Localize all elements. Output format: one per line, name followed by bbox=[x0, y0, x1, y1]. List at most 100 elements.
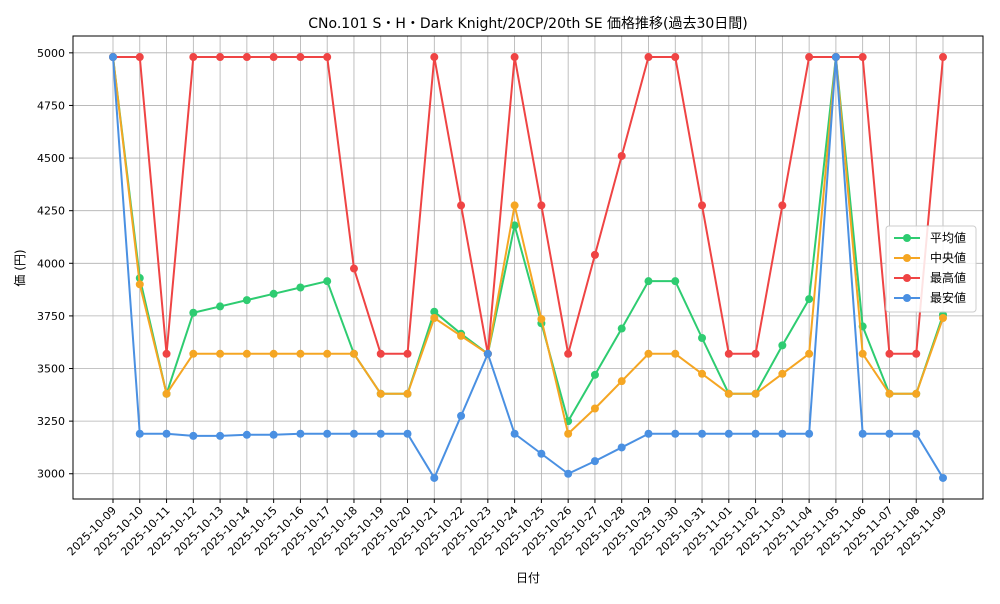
data-point bbox=[296, 283, 305, 292]
data-point bbox=[537, 449, 546, 458]
data-point bbox=[644, 349, 653, 358]
data-point bbox=[135, 280, 144, 289]
data-point bbox=[323, 349, 332, 358]
data-point bbox=[939, 473, 947, 482]
data-point bbox=[510, 53, 519, 62]
data-point bbox=[296, 349, 305, 358]
data-point bbox=[805, 429, 814, 438]
data-point bbox=[778, 369, 787, 378]
data-point bbox=[590, 250, 599, 259]
y-tick-label: 4750 bbox=[37, 99, 65, 112]
data-point bbox=[885, 349, 894, 358]
chart-title: CNo.101 S・H・Dark Knight/20CP/20th SE 価格推… bbox=[308, 16, 747, 32]
y-tick-label: 3000 bbox=[37, 468, 65, 481]
data-point bbox=[671, 349, 680, 358]
series-2 bbox=[109, 53, 947, 438]
legend-label: 平均値 bbox=[930, 230, 966, 245]
data-point bbox=[323, 429, 332, 438]
data-point bbox=[430, 53, 439, 62]
data-point bbox=[403, 429, 412, 438]
data-point bbox=[564, 429, 573, 438]
legend-swatch-marker bbox=[903, 294, 911, 302]
data-point bbox=[885, 389, 894, 398]
data-point bbox=[858, 429, 867, 438]
data-point bbox=[805, 295, 814, 304]
legend-swatch-marker bbox=[903, 254, 911, 262]
grid-lines bbox=[73, 36, 983, 499]
y-tick-label: 4250 bbox=[37, 205, 65, 218]
data-point bbox=[430, 307, 439, 316]
data-point bbox=[242, 349, 251, 358]
data-point bbox=[698, 334, 707, 343]
data-point bbox=[216, 302, 225, 311]
data-point bbox=[858, 349, 867, 358]
data-point bbox=[189, 308, 198, 317]
data-point bbox=[644, 277, 653, 286]
data-point bbox=[671, 429, 680, 438]
data-point bbox=[510, 201, 519, 210]
data-point bbox=[590, 404, 599, 413]
data-point bbox=[778, 429, 787, 438]
data-point bbox=[698, 201, 707, 210]
y-tick-label: 5000 bbox=[37, 47, 65, 60]
data-point bbox=[296, 429, 305, 438]
series-1 bbox=[109, 53, 947, 426]
data-point bbox=[242, 296, 251, 305]
data-point bbox=[778, 341, 787, 350]
data-point bbox=[510, 429, 519, 438]
data-point bbox=[671, 53, 680, 62]
data-point bbox=[537, 315, 546, 324]
data-point bbox=[403, 389, 412, 398]
data-point bbox=[939, 53, 947, 62]
data-point bbox=[805, 349, 814, 358]
data-point bbox=[644, 429, 653, 438]
data-point bbox=[242, 430, 251, 439]
series-line bbox=[113, 56, 944, 355]
data-point bbox=[617, 443, 626, 452]
data-point bbox=[617, 151, 626, 160]
data-point bbox=[109, 53, 117, 62]
data-point bbox=[430, 314, 439, 323]
data-point bbox=[323, 53, 332, 62]
data-point bbox=[724, 349, 733, 358]
data-point bbox=[644, 53, 653, 62]
x-axis-title: 日付 bbox=[516, 571, 540, 585]
data-point bbox=[269, 289, 278, 298]
data-point bbox=[483, 349, 492, 358]
data-point bbox=[724, 389, 733, 398]
data-point bbox=[751, 389, 760, 398]
data-point bbox=[216, 349, 225, 358]
data-point bbox=[671, 277, 680, 286]
data-point bbox=[323, 277, 332, 286]
data-point bbox=[269, 349, 278, 358]
data-point bbox=[698, 429, 707, 438]
y-tick-label: 4000 bbox=[37, 257, 65, 270]
data-point bbox=[939, 314, 947, 323]
data-point bbox=[269, 53, 278, 62]
data-point bbox=[590, 370, 599, 379]
data-point bbox=[805, 53, 814, 62]
data-point bbox=[162, 429, 171, 438]
data-point bbox=[912, 349, 921, 358]
series-4 bbox=[109, 53, 947, 482]
legend-label: 最高値 bbox=[930, 270, 966, 285]
data-point bbox=[376, 389, 385, 398]
legend-swatch-marker bbox=[903, 234, 911, 242]
data-point bbox=[751, 349, 760, 358]
data-point bbox=[269, 430, 278, 439]
y-tick-label: 3500 bbox=[37, 363, 65, 376]
data-point bbox=[135, 53, 144, 62]
y-axis-ticks: 3000 3250 3500 3750 4000 4250 4500 4750 5000 bbox=[37, 47, 73, 481]
data-point bbox=[564, 469, 573, 478]
data-point bbox=[564, 349, 573, 358]
data-point bbox=[216, 53, 225, 62]
data-point bbox=[349, 264, 358, 273]
legend-frame bbox=[885, 225, 977, 313]
series-line bbox=[112, 56, 944, 435]
data-point bbox=[778, 201, 787, 210]
data-point bbox=[885, 429, 894, 438]
data-point bbox=[189, 431, 198, 440]
series-line bbox=[112, 56, 944, 479]
data-point bbox=[376, 349, 385, 358]
